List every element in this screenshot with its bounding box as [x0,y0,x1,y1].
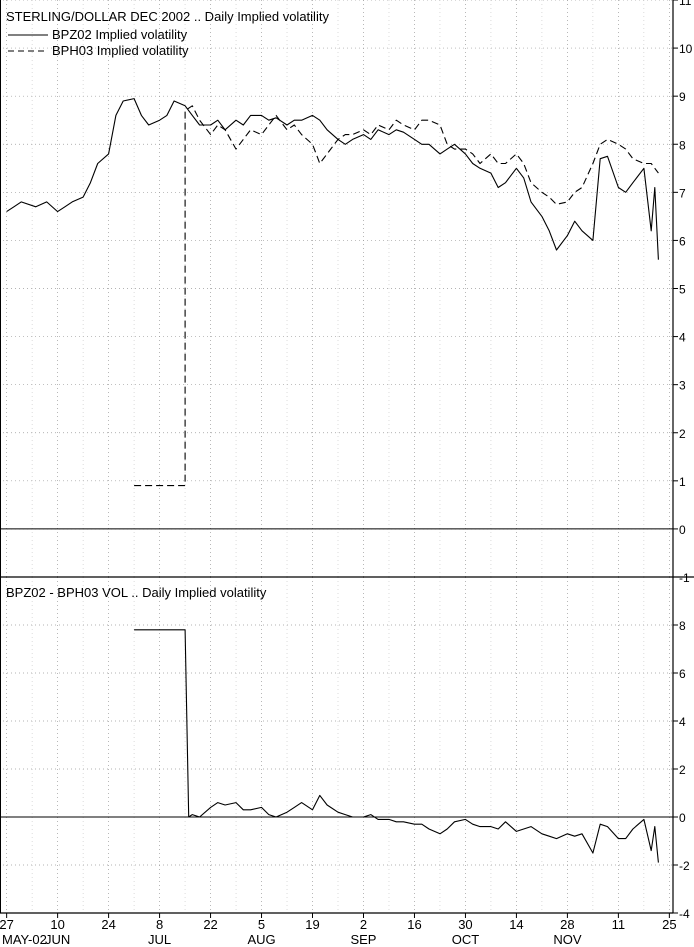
top-ytick-label: 11 [679,0,692,8]
bottom-ytick-label: -4 [679,907,690,921]
x-tick-label: 22 [203,917,217,932]
top-series-line-2 [134,105,659,487]
x-tick-label: 19 [305,917,319,932]
top-ytick-label: 6 [679,234,686,248]
x-month-label: OCT [452,932,480,947]
bottom-ytick-label: 4 [679,715,686,729]
x-tick-label: 27 [0,917,14,932]
x-tick-label: 8 [156,917,163,932]
legend-label-bph03: BPH03 Implied volatility [52,43,189,58]
top-ytick-label: 4 [679,331,686,345]
top-ytick-label: -1 [679,571,690,585]
top-ytick-label: 10 [679,42,693,56]
top-ytick-label: 7 [679,186,686,200]
x-month-label: JUN [45,932,70,947]
top-ytick-label: 9 [679,90,686,104]
top-chart-title: STERLING/DOLLAR DEC 2002 .. Daily Implie… [6,9,329,24]
bottom-chart-title: BPZ02 - BPH03 VOL .. Daily Implied volat… [6,585,267,600]
legend-label-bpz02: BPZ02 Implied volatility [52,27,188,42]
top-ytick-label: 2 [679,427,686,441]
x-tick-label: 16 [407,917,421,932]
x-tick-label: 30 [458,917,472,932]
x-tick-label: 11 [612,917,626,932]
x-tick-label: 2 [360,917,367,932]
top-ytick-label: 1 [679,475,686,489]
top-gridlines [3,0,673,578]
top-ytick-label: 5 [679,283,686,297]
top-ytick-label: 3 [679,379,686,393]
x-tick-label: 28 [560,917,574,932]
bottom-ytick-label: 0 [679,811,686,825]
x-month-label: SEP [350,932,376,947]
x-month-label: AUG [247,932,275,947]
x-tick-label: 25 [662,917,676,932]
x-month-label: MAY-02 [2,932,47,947]
x-tick-label: 24 [101,917,115,932]
top-ytick-label: 0 [679,523,686,537]
x-tick-label: 10 [50,917,64,932]
bottom-series-line-1 [134,629,659,863]
x-month-label: NOV [553,932,582,947]
bottom-gridlines [3,577,673,913]
bottom-ytick-label: 6 [679,667,686,681]
x-tick-label: 5 [258,917,265,932]
bottom-ytick-label: -2 [679,859,690,873]
x-month-label: JUL [148,932,171,947]
x-tick-label: 14 [509,917,523,932]
bottom-ytick-label: 8 [679,619,686,633]
bottom-panel: BPZ02 - BPH03 VOL .. Daily Implied volat… [0,577,690,921]
top-panel: STERLING/DOLLAR DEC 2002 .. Daily Implie… [0,0,693,585]
bottom-ytick-label: 2 [679,763,686,777]
top-ytick-label: 8 [679,138,686,152]
top-series-line-1 [6,98,659,260]
